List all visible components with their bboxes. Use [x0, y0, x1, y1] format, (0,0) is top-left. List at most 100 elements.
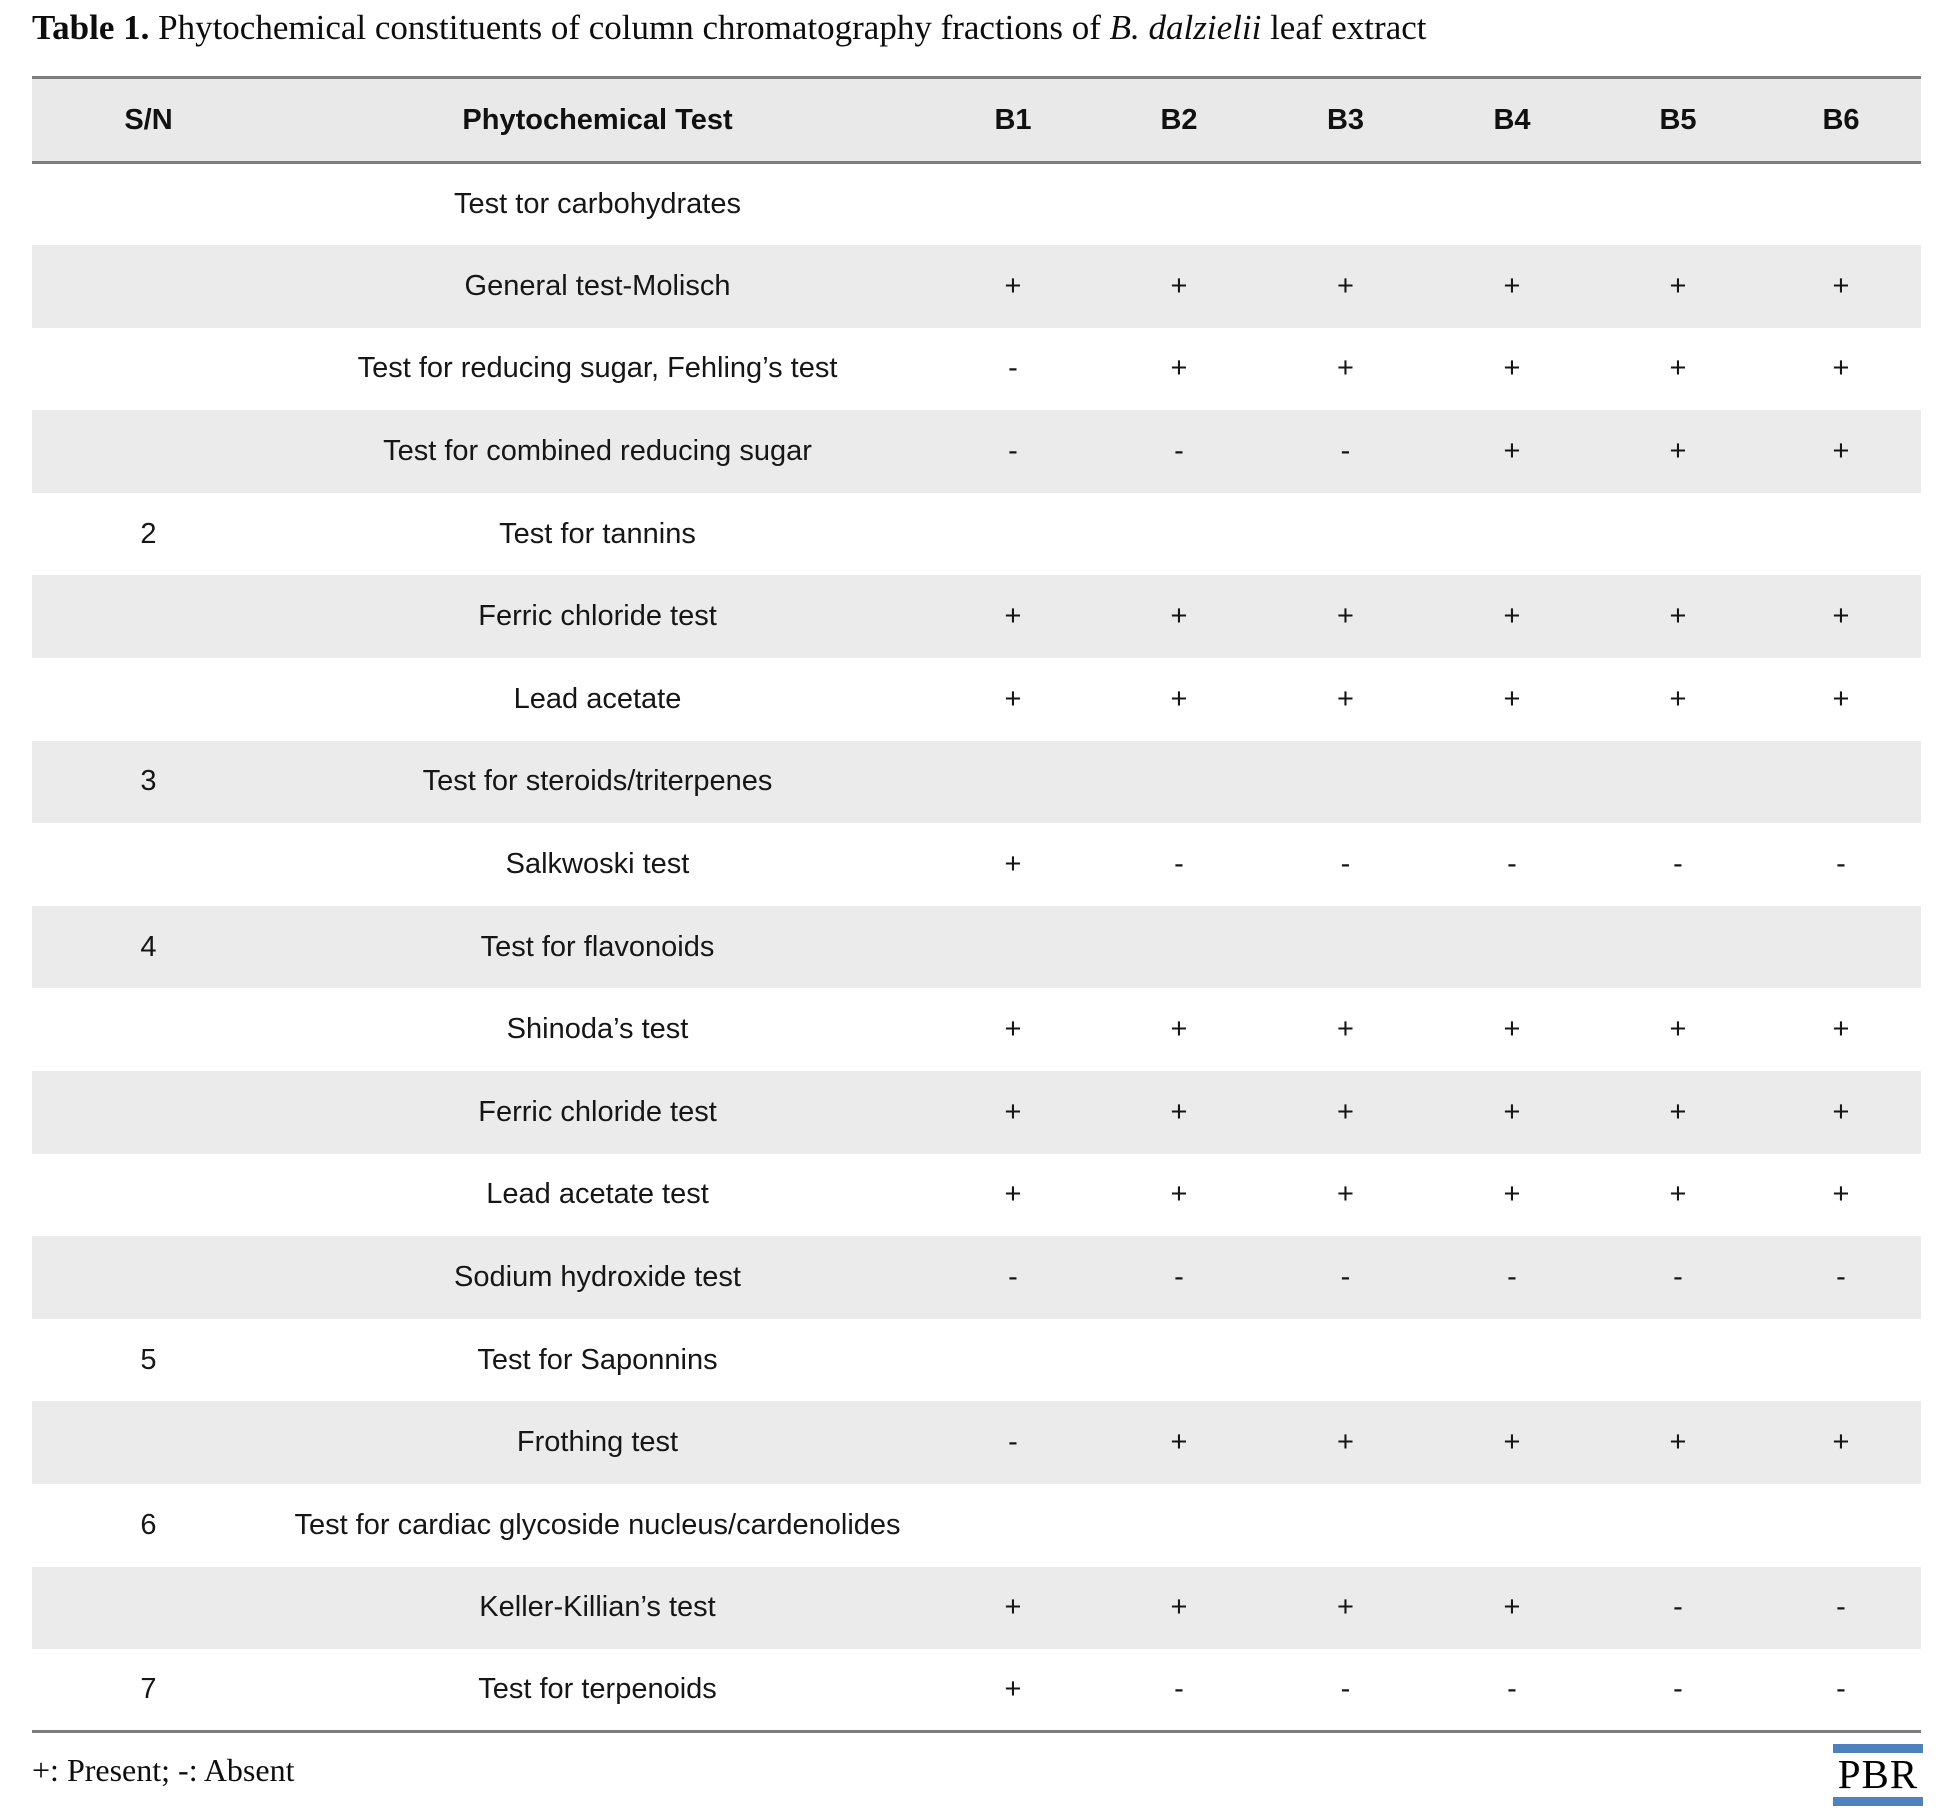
test-name-cell: Ferric chloride test [265, 575, 930, 659]
table-row: Ferric chloride test + + + + + + [32, 1071, 1921, 1154]
column-header-b3: B3 [1262, 76, 1429, 164]
result-cell: - [1507, 848, 1517, 881]
result-cell [1595, 1484, 1761, 1567]
result-cell: + [1429, 575, 1595, 659]
column-header-phytochemical-test: Phytochemical Test [265, 76, 930, 164]
result-cell [1595, 905, 1761, 989]
table-row: Keller-Killian’s test + + + + - - [32, 1566, 1921, 1650]
test-name-cell: Test tor carbohydrates [454, 188, 741, 221]
result-cell: + [1337, 682, 1354, 715]
result-cell [1761, 905, 1921, 989]
table-title: Table 1. Phytochemical constituents of c… [32, 8, 1426, 48]
sn-cell [32, 823, 265, 906]
test-name-cell: Ferric chloride test [265, 1071, 930, 1154]
result-cell: + [1503, 352, 1521, 385]
test-name-cell: Test for combined reducing sugar [265, 410, 930, 493]
result-cell: + [930, 245, 1096, 328]
sn-cell [32, 658, 265, 741]
test-name-cell: Frothing test [265, 1401, 930, 1484]
table-row: 6 Test for cardiac glycoside nucleus/card… [32, 1484, 1921, 1567]
result-cell [1595, 1319, 1761, 1402]
result-cell: - [1262, 1649, 1429, 1734]
result-cell: + [1096, 245, 1262, 328]
result-cell: + [1004, 1013, 1022, 1046]
table-row: 3 Test for steroids/triterpenes [32, 740, 1921, 824]
result-cell: - [930, 410, 1096, 493]
result-cell: + [1096, 1401, 1262, 1484]
column-header-b4: B4 [1429, 76, 1595, 164]
table-row: 5 Test for Saponnins [32, 1319, 1921, 1402]
sn-cell: 3 [32, 740, 265, 824]
result-cell: + [1832, 1013, 1850, 1046]
result-cell: + [1429, 1566, 1595, 1650]
column-header-b1: B1 [930, 76, 1096, 164]
result-cell: + [930, 1566, 1096, 1650]
result-cell: + [1761, 245, 1921, 328]
table-row: General test-Molisch + + + + + + [32, 245, 1921, 328]
table-title-suffix: leaf extract [1261, 8, 1427, 47]
result-cell: + [930, 1071, 1096, 1154]
result-cell: - [1096, 1236, 1262, 1319]
table-footnote: +: Present; -: Absent [32, 1752, 295, 1788]
result-cell [1262, 163, 1429, 246]
result-cell [1262, 493, 1429, 576]
result-cell: - [1429, 1236, 1595, 1319]
result-cell: - [1595, 1649, 1761, 1734]
result-cell: + [1262, 575, 1429, 659]
result-cell: + [1761, 575, 1921, 659]
column-header-b2: B2 [1096, 76, 1262, 164]
result-cell: + [1337, 1178, 1354, 1211]
test-name-cell: Test for cardiac glycoside nucleus/carde… [294, 1508, 901, 1541]
result-cell [930, 163, 1096, 246]
result-cell: - [1836, 848, 1846, 881]
result-cell: - [1340, 848, 1351, 881]
sn-cell: 7 [32, 1649, 265, 1734]
result-cell: + [1429, 245, 1595, 328]
header-row: S/N Phytochemical Test B1 B2 B3 B4 B5 B6 [32, 76, 1921, 164]
table-row: Test tor carbohydrates [32, 163, 1921, 246]
sn-cell [32, 245, 265, 328]
result-cell: + [1595, 575, 1761, 659]
result-cell: + [1004, 848, 1022, 881]
result-cell: + [1761, 410, 1921, 493]
test-name-cell: Test for tannins [499, 517, 696, 550]
result-cell [1262, 905, 1429, 989]
test-name-cell: Test for terpenoids [265, 1649, 930, 1734]
sn-cell [32, 1566, 265, 1650]
result-cell: - [1429, 1649, 1595, 1734]
logo-top-bar [1833, 1744, 1923, 1753]
sn-cell [32, 328, 265, 411]
result-cell [1429, 163, 1595, 246]
result-cell [1761, 1484, 1921, 1567]
result-cell [1595, 740, 1761, 824]
result-cell: + [1004, 1178, 1022, 1211]
table-row: Test for combined reducing sugar - - - + + + [32, 410, 1921, 493]
table-row: Shinoda’s test + + + + + + [32, 988, 1921, 1071]
result-cell: + [1096, 1071, 1262, 1154]
result-cell: + [1262, 1566, 1429, 1650]
table-row: Lead acetate + + + + + + [32, 658, 1921, 741]
result-cell: + [1669, 352, 1687, 385]
test-name-cell: Lead acetate test [486, 1178, 709, 1211]
result-cell: + [930, 575, 1096, 659]
result-cell [1096, 163, 1262, 246]
result-cell: + [1170, 1013, 1188, 1046]
result-cell: + [1429, 410, 1595, 493]
test-name-cell: General test-Molisch [265, 245, 930, 328]
result-cell: + [1096, 575, 1262, 659]
sn-cell: 2 [140, 517, 157, 550]
test-name-cell: Sodium hydroxide test [265, 1236, 930, 1319]
result-cell [1761, 1319, 1921, 1402]
table-body: Test tor carbohydrates General test-Molis… [32, 163, 1921, 1734]
result-cell: + [1170, 352, 1188, 385]
result-cell: + [1832, 352, 1850, 385]
result-cell: + [1595, 1401, 1761, 1484]
table-row: 2 Test for tannins [32, 493, 1921, 576]
result-cell [1429, 905, 1595, 989]
result-cell [1262, 1484, 1429, 1567]
table-row: Test for reducing sugar, Fehling’s test -… [32, 328, 1921, 411]
result-cell: + [1096, 1566, 1262, 1650]
result-cell [1429, 493, 1595, 576]
result-cell [930, 1484, 1096, 1567]
result-cell: + [1262, 245, 1429, 328]
